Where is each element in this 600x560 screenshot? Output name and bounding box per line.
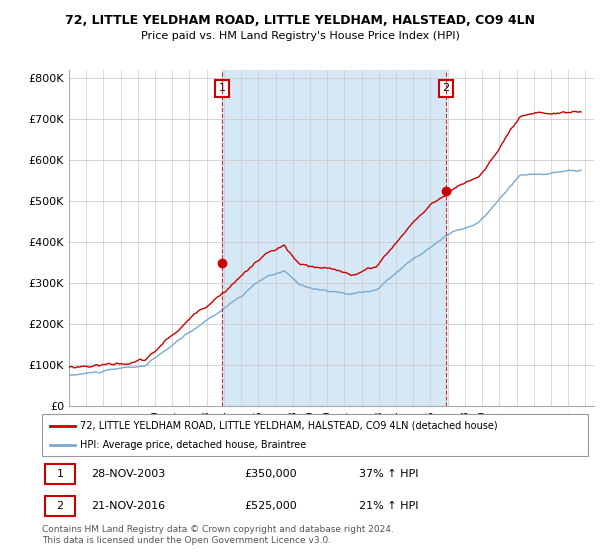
Text: 37% ↑ HPI: 37% ↑ HPI <box>359 469 418 479</box>
Text: £525,000: £525,000 <box>244 501 297 511</box>
Text: 21-NOV-2016: 21-NOV-2016 <box>91 501 165 511</box>
Text: 2: 2 <box>442 83 449 94</box>
Bar <box>45 464 75 484</box>
Text: 21% ↑ HPI: 21% ↑ HPI <box>359 501 418 511</box>
FancyBboxPatch shape <box>42 414 588 456</box>
Text: £350,000: £350,000 <box>244 469 296 479</box>
Text: 1: 1 <box>56 469 64 479</box>
Bar <box>45 496 75 516</box>
Text: 1: 1 <box>218 83 226 94</box>
Bar <box>222 70 446 406</box>
Text: 72, LITTLE YELDHAM ROAD, LITTLE YELDHAM, HALSTEAD, CO9 4LN (detached house): 72, LITTLE YELDHAM ROAD, LITTLE YELDHAM,… <box>80 421 498 431</box>
Text: 2: 2 <box>56 501 64 511</box>
Text: Price paid vs. HM Land Registry's House Price Index (HPI): Price paid vs. HM Land Registry's House … <box>140 31 460 41</box>
Text: HPI: Average price, detached house, Braintree: HPI: Average price, detached house, Brai… <box>80 440 307 450</box>
Text: 72, LITTLE YELDHAM ROAD, LITTLE YELDHAM, HALSTEAD, CO9 4LN: 72, LITTLE YELDHAM ROAD, LITTLE YELDHAM,… <box>65 14 535 27</box>
Text: 28-NOV-2003: 28-NOV-2003 <box>91 469 166 479</box>
Text: Contains HM Land Registry data © Crown copyright and database right 2024.
This d: Contains HM Land Registry data © Crown c… <box>42 525 394 545</box>
